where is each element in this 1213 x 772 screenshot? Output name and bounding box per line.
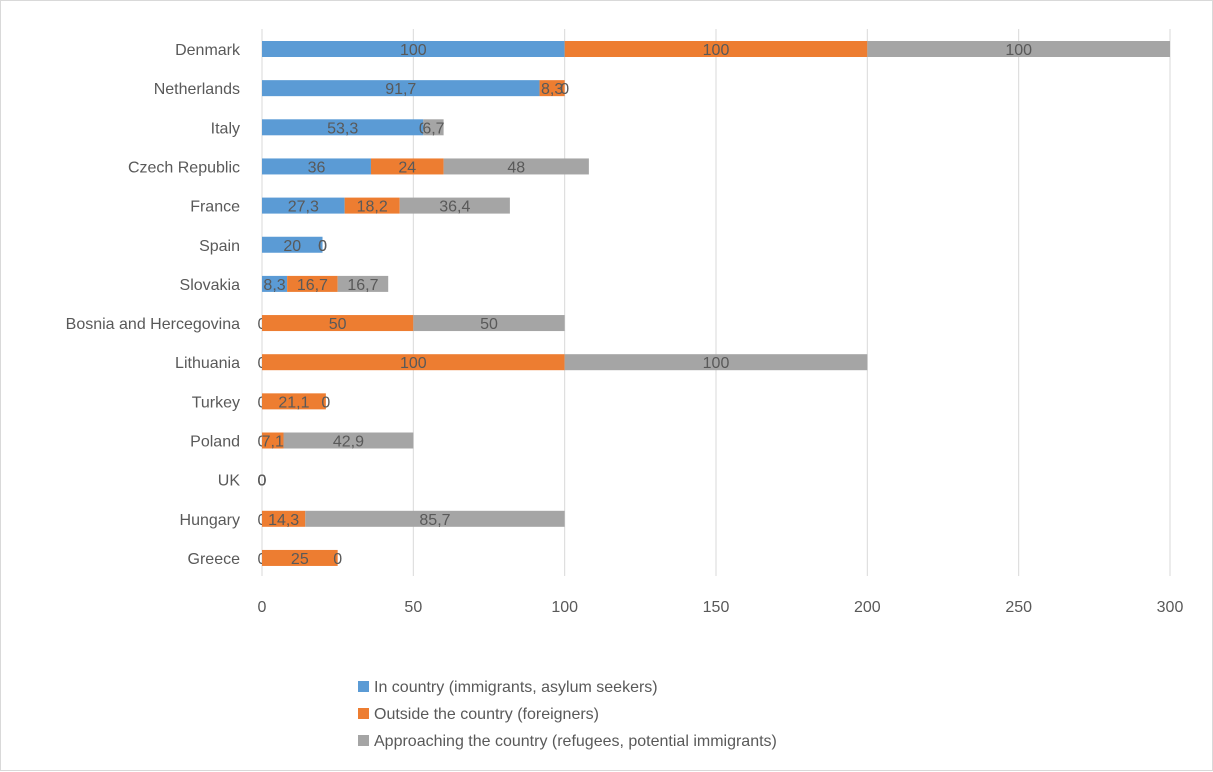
legend-swatch (358, 708, 369, 719)
legend-swatch (358, 735, 369, 746)
bar-segment (867, 41, 1170, 57)
legend-entry: Approaching the country (refugees, poten… (374, 733, 777, 750)
bar-segment (413, 315, 565, 332)
legend-entry: In country (immigrants, asylum seekers) (374, 679, 658, 696)
bar-segment (399, 197, 510, 214)
bar-segment (262, 549, 338, 566)
bar-segment (262, 197, 345, 214)
bar-segment (262, 275, 288, 292)
x-tick-label: 100 (551, 599, 578, 616)
data-label: 0 (258, 473, 267, 490)
x-tick-label: 150 (703, 599, 730, 616)
data-label: 14,3 (268, 512, 299, 529)
bar-segment (344, 197, 400, 214)
x-tick-label: 0 (258, 599, 267, 616)
data-label: 42,9 (333, 434, 364, 451)
category-label: Greece (188, 551, 241, 568)
bar-segment (564, 354, 868, 371)
data-label: 53,3 (327, 120, 358, 137)
data-label: 91,7 (385, 81, 416, 98)
data-label: 16,7 (297, 277, 328, 294)
bar-segment (262, 236, 323, 253)
bar-segment (262, 41, 565, 57)
data-label: 36 (308, 159, 326, 176)
data-label: 25 (291, 551, 309, 568)
data-label: 0 (258, 473, 267, 490)
data-label: 100 (703, 355, 730, 372)
data-label: 100 (703, 42, 730, 59)
category-label: UK (218, 473, 241, 490)
bar-segment (283, 432, 414, 449)
bar-segment (564, 41, 868, 57)
legend-entry: Outside the country (foreigners) (374, 706, 599, 723)
bar-segment (262, 315, 414, 332)
x-tick-label: 50 (404, 599, 422, 616)
data-label: 0 (333, 551, 342, 568)
bar-segment (305, 510, 565, 527)
bar-segment (423, 119, 444, 136)
data-label: 50 (480, 316, 498, 333)
x-tick-label: 200 (854, 599, 881, 616)
data-label: 16,7 (347, 277, 378, 294)
category-label: Italy (211, 120, 240, 137)
data-label: 18,2 (357, 199, 388, 216)
bar-segment (262, 354, 565, 371)
data-label: 20 (283, 238, 301, 255)
bar-segment (262, 510, 306, 527)
data-label: 100 (400, 42, 427, 59)
x-tick-label: 300 (1157, 599, 1184, 616)
bar-segment (262, 432, 284, 449)
category-label: Slovakia (180, 277, 241, 294)
category-label: Lithuania (175, 355, 240, 372)
bar-segment (539, 80, 565, 97)
data-label: 24 (398, 159, 416, 176)
data-label: 6,7 (422, 120, 444, 137)
data-label: 7,1 (262, 434, 284, 451)
category-label: Spain (199, 238, 240, 255)
bar-segment (262, 119, 424, 136)
data-label: 48 (507, 159, 525, 176)
category-label: Hungary (180, 512, 240, 529)
data-label: 21,1 (278, 394, 309, 411)
bar-segment (262, 80, 540, 97)
legend-swatch (358, 681, 369, 692)
data-label: 8,3 (541, 81, 563, 98)
data-label: 0 (321, 394, 330, 411)
category-label: Turkey (192, 394, 240, 411)
bar-segment (370, 158, 444, 175)
bar-segment (287, 275, 338, 292)
category-label: France (190, 199, 240, 216)
category-label: Bosnia and Hercegovina (66, 316, 240, 333)
category-label: Czech Republic (128, 159, 240, 176)
data-label: 0 (258, 473, 267, 490)
data-label: 50 (329, 316, 347, 333)
data-label: 100 (400, 355, 427, 372)
data-label: 0 (318, 238, 327, 255)
bar-segment (337, 275, 389, 292)
data-label: 85,7 (419, 512, 450, 529)
bar-segment (443, 158, 589, 175)
x-tick-label: 250 (1005, 599, 1032, 616)
data-label: 100 (1005, 42, 1032, 59)
bar-segment (262, 393, 326, 410)
category-label: Denmark (175, 42, 241, 59)
category-label: Netherlands (154, 81, 240, 98)
data-label: 27,3 (288, 199, 319, 216)
data-label: 0 (318, 238, 327, 255)
bar-segment (262, 158, 371, 175)
data-label: 8,3 (263, 277, 285, 294)
data-label: 36,4 (439, 199, 470, 216)
category-label: Poland (190, 434, 240, 451)
data-label: 0 (560, 81, 569, 98)
